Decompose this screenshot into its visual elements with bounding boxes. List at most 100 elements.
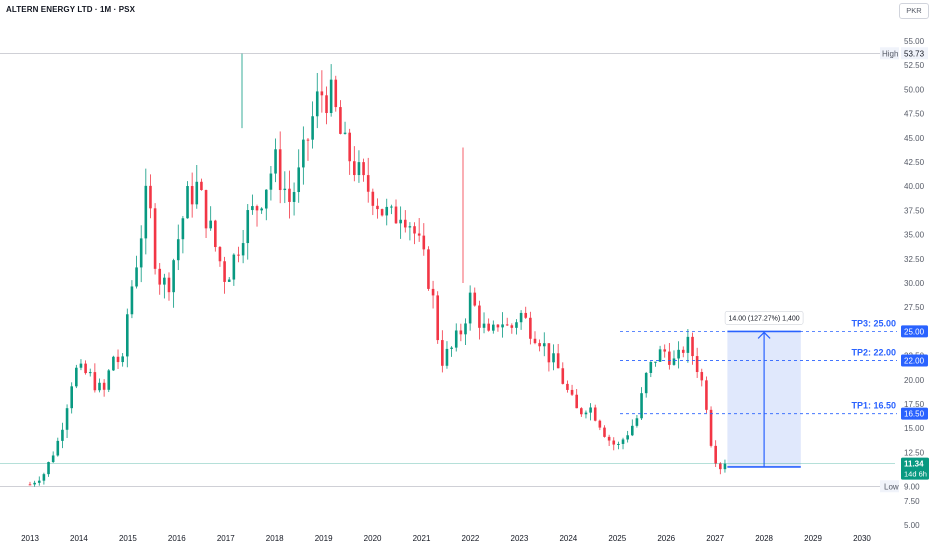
candle-body — [149, 185, 152, 209]
candle-body — [621, 439, 625, 444]
candle-body — [116, 356, 120, 363]
candle-body — [98, 382, 101, 391]
candle-body — [200, 181, 203, 191]
y-tick-label: 47.50 — [904, 110, 925, 119]
x-tick-label: 2017 — [217, 534, 235, 543]
currency-selector[interactable]: PKR — [899, 3, 929, 19]
candle-body — [274, 149, 277, 174]
candle-body — [218, 247, 222, 262]
candle-body — [552, 353, 555, 363]
candle-body — [441, 340, 444, 366]
y-tick-label: 27.50 — [904, 303, 925, 312]
candle-body — [107, 370, 111, 390]
candle-body — [719, 463, 722, 470]
candle-body — [376, 205, 379, 210]
candle-body — [209, 220, 212, 229]
candle-body — [385, 206, 389, 216]
target-label: TP1: 16.50 — [851, 401, 896, 411]
projection-label: 14.00 (127.27%) 1,400 — [728, 315, 799, 322]
x-tick-label: 2019 — [315, 534, 333, 543]
high-label-bg — [880, 47, 899, 60]
candle-body — [677, 349, 680, 359]
candle-body — [575, 394, 578, 409]
target-badge — [901, 407, 928, 420]
high-value-bg — [901, 47, 928, 60]
candle-body — [366, 175, 370, 192]
candle-body — [84, 363, 87, 374]
y-tick-label: 37.50 — [904, 206, 925, 215]
x-tick-label: 2013 — [21, 534, 39, 543]
candle-body — [436, 295, 440, 341]
y-tick-label: 55.00 — [904, 37, 925, 46]
candle-body — [413, 226, 416, 234]
x-tick-label: 2015 — [119, 534, 137, 543]
candle-body — [343, 132, 347, 134]
y-tick-label: 40.00 — [904, 182, 925, 191]
y-tick-label: 15.00 — [904, 424, 925, 433]
candle-body — [144, 185, 148, 239]
target-labels: TP3: 25.00 25.00 TP2: 22.00 22.00 TP1: 16.50… — [620, 318, 928, 420]
candle-body — [649, 361, 653, 373]
candle-body — [668, 351, 671, 365]
candle-body — [580, 408, 583, 415]
x-tick-label: 2030 — [853, 534, 871, 543]
x-tick-label: 2020 — [364, 534, 382, 543]
candle-body — [547, 343, 551, 363]
y-tick-label: 52.50 — [904, 61, 925, 70]
candle-body — [348, 132, 351, 162]
price-axis: 5.007.509.0012.5015.0017.5020.0022.5025.… — [904, 37, 925, 530]
candle-body — [241, 243, 245, 256]
x-tick-label: 2028 — [755, 534, 773, 543]
high-label: High — [882, 49, 898, 58]
candle-body — [292, 192, 296, 202]
candle-body — [473, 292, 477, 306]
candle-body — [329, 79, 333, 114]
candle-body — [181, 218, 185, 240]
candle-body — [33, 482, 36, 485]
candle-body — [644, 372, 648, 394]
candle-body — [691, 336, 694, 357]
candle-body — [315, 91, 319, 117]
candle-body — [37, 480, 41, 483]
candle-body — [422, 235, 426, 250]
candle-body — [505, 324, 509, 326]
candle-body — [515, 322, 518, 328]
candle-body — [311, 116, 314, 140]
candle-body — [654, 361, 657, 363]
candle-body — [700, 372, 704, 381]
candle-body — [723, 463, 727, 470]
x-tick-label: 2029 — [804, 534, 822, 543]
candle-body — [186, 186, 189, 219]
low-label: Low — [884, 482, 899, 491]
y-tick-label: 17.50 — [904, 400, 925, 409]
candle-body — [172, 260, 175, 293]
candle-body — [237, 254, 240, 256]
candle-body — [686, 336, 690, 353]
y-tick-label: 30.00 — [904, 279, 925, 288]
candle-body — [408, 226, 412, 228]
y-tick-label: 35.00 — [904, 231, 925, 240]
candle-body — [176, 239, 180, 261]
candle-body — [658, 349, 662, 362]
candle-body — [232, 254, 236, 280]
candle-body — [593, 407, 597, 421]
chart-title: ALTERN ENERGY LTD · 1M · PSX — [6, 5, 136, 14]
candle-body — [167, 277, 171, 293]
current-price: 11.34 — [904, 460, 924, 469]
candle-body — [51, 455, 55, 463]
candle-body — [630, 425, 634, 436]
x-tick-label: 2027 — [706, 534, 724, 543]
candle-body — [214, 220, 217, 248]
candle-body — [533, 338, 537, 344]
target-badge-value: 16.50 — [904, 410, 925, 419]
candle-body — [130, 286, 134, 315]
candle-body — [626, 435, 629, 440]
candle-body — [399, 219, 402, 224]
projection-label-bg — [724, 311, 804, 325]
x-tick-label: 2024 — [559, 534, 577, 543]
candle-body — [417, 233, 421, 236]
candle-body — [28, 484, 32, 486]
y-tick-label: 50.00 — [904, 85, 925, 94]
